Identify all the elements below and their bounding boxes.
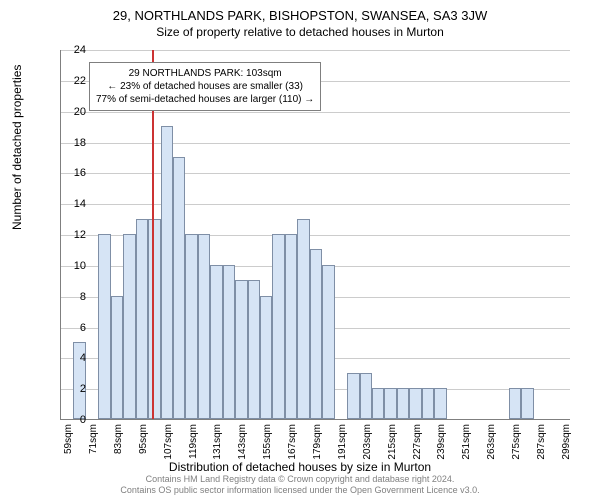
footer-attribution: Contains HM Land Registry data © Crown c…: [0, 474, 600, 496]
x-tick-label: 83sqm: [113, 424, 124, 454]
x-tick-label: 167sqm: [287, 424, 298, 460]
x-axis-label: Distribution of detached houses by size …: [0, 460, 600, 474]
annotation-box: 29 NORTHLANDS PARK: 103sqm← 23% of detac…: [89, 62, 321, 111]
y-tick-label: 16: [62, 167, 86, 179]
x-tick-label: 131sqm: [212, 424, 223, 460]
histogram-bar: [360, 373, 372, 419]
histogram-bar: [509, 388, 521, 419]
histogram-bar: [310, 249, 322, 419]
annot-line1: 29 NORTHLANDS PARK: 103sqm: [96, 67, 314, 80]
histogram-bar: [297, 219, 309, 419]
x-tick-label: 287sqm: [536, 424, 547, 460]
y-tick-label: 4: [62, 352, 86, 364]
chart-plot-area: 29 NORTHLANDS PARK: 103sqm← 23% of detac…: [60, 50, 570, 420]
x-tick-label: 119sqm: [188, 424, 199, 459]
x-tick-label: 263sqm: [486, 424, 497, 460]
y-tick-label: 6: [62, 322, 86, 334]
x-tick-label: 71sqm: [88, 424, 99, 454]
x-tick-label: 227sqm: [412, 424, 423, 460]
x-tick-label: 179sqm: [312, 424, 323, 460]
x-tick-label: 299sqm: [561, 424, 572, 460]
histogram-bar: [272, 234, 284, 419]
y-tick-label: 12: [62, 229, 86, 241]
y-tick-label: 20: [62, 106, 86, 118]
histogram-bar: [434, 388, 446, 419]
footer-line-1: Contains HM Land Registry data © Crown c…: [0, 474, 600, 485]
x-tick-label: 95sqm: [138, 424, 149, 454]
y-tick-label: 10: [62, 260, 86, 272]
x-tick-label: 107sqm: [163, 424, 174, 460]
x-tick-label: 215sqm: [387, 424, 398, 460]
y-tick-label: 2: [62, 383, 86, 395]
histogram-bar: [185, 234, 197, 419]
histogram-bar: [161, 126, 173, 419]
histogram-bar: [397, 388, 409, 419]
histogram-bar: [173, 157, 185, 419]
histogram-bar: [285, 234, 297, 419]
histogram-bar: [521, 388, 533, 419]
histogram-bar: [422, 388, 434, 419]
histogram-bar: [347, 373, 359, 419]
histogram-bar: [384, 388, 396, 419]
y-axis-label: Number of detached properties: [10, 65, 24, 230]
y-tick-label: 14: [62, 198, 86, 210]
footer-line-2: Contains OS public sector information li…: [0, 485, 600, 496]
y-tick-label: 24: [62, 44, 86, 56]
histogram-bar: [123, 234, 135, 419]
x-tick-label: 275sqm: [511, 424, 522, 460]
histogram-bar: [322, 265, 334, 419]
grid-line: [61, 143, 570, 144]
histogram-bar: [260, 296, 272, 419]
histogram-bar: [136, 219, 148, 419]
y-tick-label: 22: [62, 75, 86, 87]
chart-title: 29, NORTHLANDS PARK, BISHOPSTON, SWANSEA…: [0, 0, 600, 23]
y-tick-label: 8: [62, 291, 86, 303]
histogram-bar: [198, 234, 210, 419]
x-tick-label: 143sqm: [237, 424, 248, 460]
histogram-bar: [111, 296, 123, 419]
histogram-bar: [148, 219, 160, 419]
grid-line: [61, 112, 570, 113]
histogram-bar: [248, 280, 260, 419]
grid-line: [61, 50, 570, 51]
histogram-bar: [98, 234, 110, 419]
y-tick-label: 18: [62, 137, 86, 149]
histogram-bar: [235, 280, 247, 419]
histogram-bar: [372, 388, 384, 419]
x-tick-label: 59sqm: [63, 424, 74, 454]
x-tick-label: 239sqm: [436, 424, 447, 460]
chart-subtitle: Size of property relative to detached ho…: [0, 23, 600, 39]
x-tick-label: 251sqm: [461, 424, 472, 460]
x-tick-label: 203sqm: [362, 424, 373, 460]
histogram-bar: [210, 265, 222, 419]
annot-line3: 77% of semi-detached houses are larger (…: [96, 93, 314, 106]
grid-line: [61, 204, 570, 205]
x-tick-label: 155sqm: [262, 424, 273, 460]
histogram-bar: [223, 265, 235, 419]
annot-line2: ← 23% of detached houses are smaller (33…: [96, 80, 314, 93]
grid-line: [61, 173, 570, 174]
histogram-bar: [409, 388, 421, 419]
x-tick-label: 191sqm: [337, 424, 348, 460]
